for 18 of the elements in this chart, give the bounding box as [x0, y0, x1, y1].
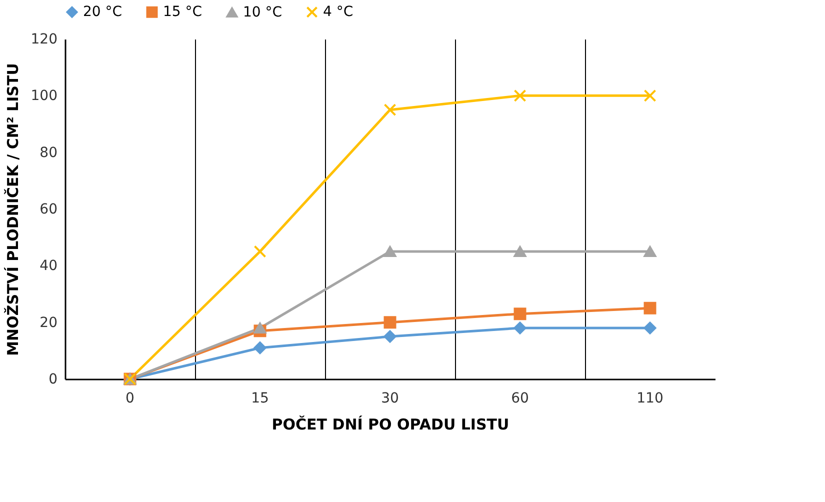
x-axis-title: POČET DNÍ PO OPADU LISTU — [272, 416, 510, 434]
y-axis-title: MNOŽSTVÍ PLODNIČEK / CM² LISTU — [4, 63, 22, 356]
y-tick-label: 120 — [30, 32, 58, 48]
legend-label: 15 °C — [163, 4, 202, 20]
y-tick-label: 80 — [40, 144, 58, 161]
y-tick-label: 0 — [48, 372, 58, 388]
y-tick-label: 60 — [40, 202, 58, 218]
x-tick-label: 30 — [381, 390, 399, 406]
y-tick-label: 20 — [40, 314, 58, 331]
x-tick-label: 0 — [126, 390, 134, 406]
legend-label: 4 °C — [323, 4, 354, 20]
x-tick-label: 60 — [511, 390, 529, 406]
x-tick-label: 15 — [251, 390, 269, 406]
y-tick-label: 100 — [30, 88, 58, 104]
y-tick-label: 40 — [40, 258, 58, 274]
legend-label: 20 °C — [83, 4, 122, 20]
x-tick-label: 110 — [636, 390, 664, 406]
legend-label: 10 °C — [243, 4, 282, 20]
